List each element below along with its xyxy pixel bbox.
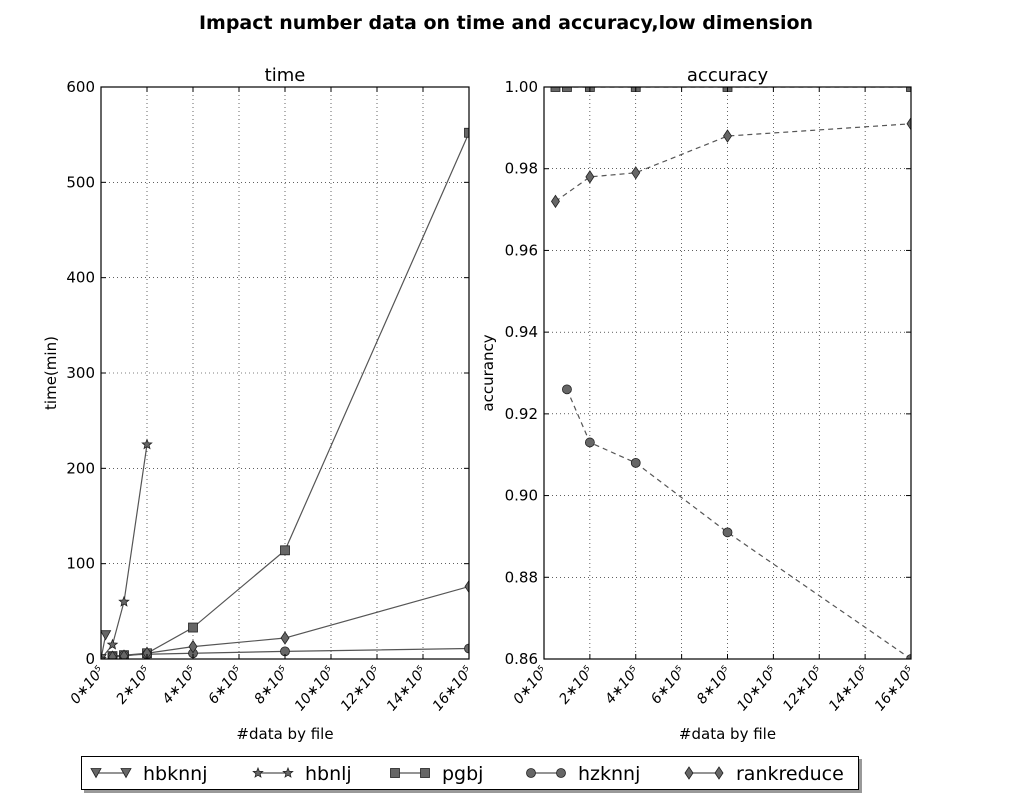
x-tick-label: 12∗10⁵ (338, 663, 385, 714)
x-tick-label: 8∗10⁵ (251, 663, 292, 707)
legend-marker (527, 769, 536, 778)
y-tick-label: 500 (66, 173, 95, 191)
legend-item-hbnlj: hbnlj (253, 763, 351, 785)
legend-label: pgbj (442, 763, 483, 785)
y-tick-label: 400 (66, 269, 95, 287)
data-point-rankreduce (586, 171, 594, 183)
legend-item-rankreduce: rankreduce (685, 763, 844, 785)
charts-area: 0∗10⁵ 2∗10⁵ 4∗10⁵ 6∗10⁵ 8∗10⁵ 10∗10⁵ 12∗10⁵ 14∗… (0, 0, 1012, 750)
y-tick-label: 0.98 (505, 160, 538, 178)
x-tick-label: 4∗10⁵ (159, 663, 200, 707)
x-tick-label: 8∗10⁵ (694, 663, 735, 707)
legend-marker (421, 769, 430, 778)
y-tick-label: 100 (66, 555, 95, 573)
time-panel: 0∗10⁵ 2∗10⁵ 4∗10⁵ 6∗10⁵ 8∗10⁵ 10∗10⁵ 12∗10⁵ 14∗… (42, 65, 476, 743)
x-tick-label: 0∗10⁵ (67, 663, 108, 707)
legend-marker (715, 767, 723, 779)
legend-label: rankreduce (736, 763, 844, 785)
y-tick-label: 0.92 (505, 405, 538, 423)
data-point-hzknnj (562, 385, 571, 394)
y-axis-label: accurancy (479, 334, 497, 411)
x-axis-label: #data by file (679, 725, 776, 743)
x-tick-label: 14∗10⁵ (826, 663, 873, 714)
x-tick-label: 16∗10⁵ (430, 663, 477, 714)
legend: hbknnj hbnlj pgbj hzknnj rankreduce (81, 756, 859, 790)
x-tick-label: 16∗10⁵ (872, 663, 919, 714)
data-point-hzknnj (723, 528, 732, 537)
x-tick-label: 6∗10⁵ (205, 663, 246, 707)
series-line-hbnlj (101, 445, 147, 660)
data-point-hbknnj (101, 631, 111, 640)
series-line-rankreduce (113, 587, 470, 658)
legend-item-hbknnj: hbknnj (91, 763, 207, 785)
data-point-hzknnj (631, 458, 640, 467)
x-axis-label: #data by file (236, 725, 333, 743)
x-tick-label: 10∗10⁵ (734, 663, 781, 714)
legend-label: hzknnj (578, 763, 640, 785)
x-tick-label: 6∗10⁵ (648, 663, 689, 707)
data-point-rankreduce (724, 130, 732, 142)
legend-marker (557, 769, 566, 778)
x-tick-label: 2∗10⁵ (113, 663, 154, 707)
y-tick-label: 300 (66, 364, 95, 382)
grid (544, 87, 911, 659)
y-tick-label: 0.90 (505, 487, 538, 505)
data-point-rankreduce (281, 632, 289, 644)
legend-marker (391, 769, 400, 778)
accuracy-panel: 0∗10⁵ 2∗10⁵ 4∗10⁵ 6∗10⁵ 8∗10⁵ 10∗10⁵ 12∗10⁵ 14∗… (479, 65, 918, 743)
legend-marker (685, 767, 693, 779)
panel-title: accuracy (687, 65, 769, 86)
y-tick-label: 600 (66, 78, 95, 96)
series-line-hzknnj (113, 649, 470, 657)
y-tick-label: 0.88 (505, 568, 538, 586)
y-axis-label: time(min) (42, 336, 60, 410)
y-tick-label: 1.00 (505, 78, 538, 96)
x-tick-label: 14∗10⁵ (384, 663, 431, 714)
data-point-hbnlj (119, 597, 129, 606)
x-tick-label: 4∗10⁵ (602, 663, 643, 707)
series-line-rankreduce (555, 124, 911, 202)
series-group (551, 83, 916, 664)
legend-label: hbknnj (143, 763, 207, 785)
y-tick-label: 0.86 (505, 650, 538, 668)
legend-item-pgbj: pgbj (391, 763, 484, 785)
y-tick-label: 0 (85, 650, 95, 668)
series-line-hzknnj (567, 389, 911, 659)
x-tick-label: 2∗10⁵ (556, 663, 597, 707)
legend-label: hbnlj (305, 763, 352, 785)
x-tick-label: 12∗10⁵ (780, 663, 827, 714)
y-tick-label: 0.96 (505, 241, 538, 259)
legend-marker (283, 768, 293, 777)
y-tick-label: 0.94 (505, 323, 538, 341)
data-point-pgbj (281, 546, 290, 555)
plot-frame (544, 87, 911, 659)
grid (101, 87, 469, 659)
legend-marker (253, 768, 263, 777)
data-point-rankreduce (551, 195, 559, 207)
x-tick-label: 0∗10⁵ (510, 663, 551, 707)
data-point-pgbj (189, 623, 198, 632)
data-point-hzknnj (585, 438, 594, 447)
data-point-hbnlj (108, 640, 118, 649)
y-tick-label: 200 (66, 459, 95, 477)
x-tick-label: 10∗10⁵ (292, 663, 339, 714)
series-line-pgbj (113, 133, 470, 656)
legend-item-hzknnj: hzknnj (527, 763, 641, 785)
panel-title: time (265, 65, 306, 86)
